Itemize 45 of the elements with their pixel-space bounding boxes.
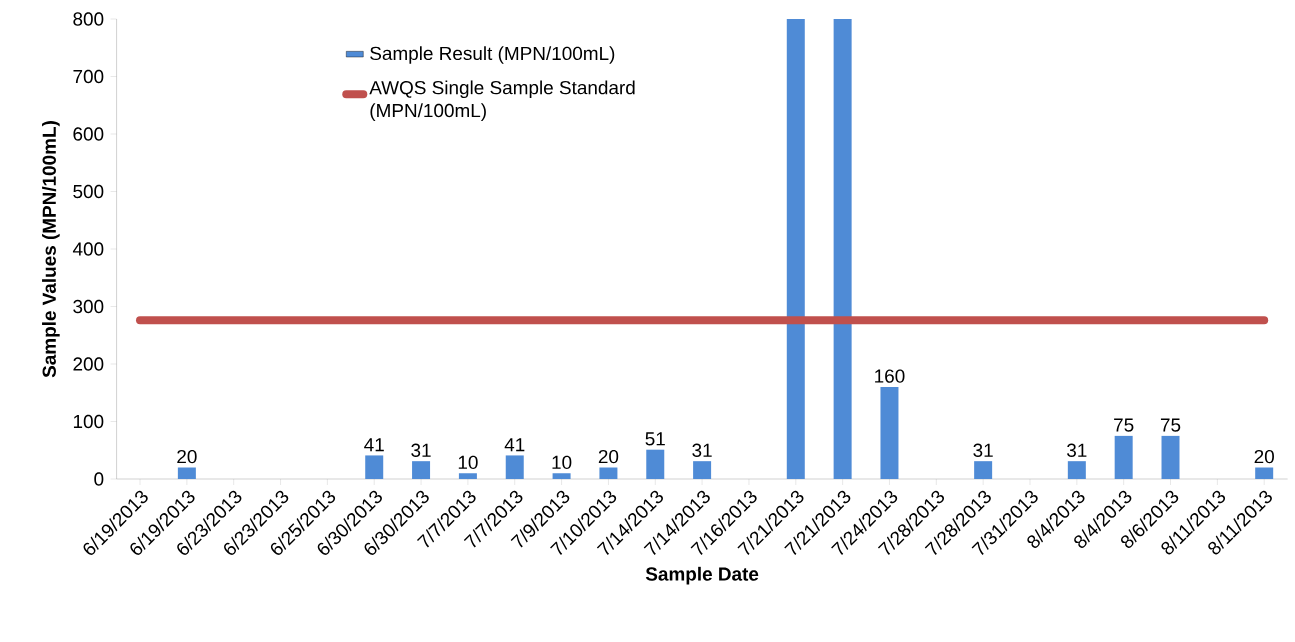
bar <box>1161 435 1180 479</box>
y-tick-label: 300 <box>73 299 104 314</box>
data-label: 10 <box>458 455 478 470</box>
data-label: 41 <box>504 438 525 452</box>
bar <box>646 449 665 479</box>
legend-label: Sample Result (MPN/100mL) <box>370 46 615 64</box>
bar <box>552 473 571 479</box>
bar <box>505 455 524 479</box>
data-label: 41 <box>364 438 384 452</box>
bar <box>1255 467 1274 479</box>
bar <box>365 455 384 479</box>
legend-label: AWQS Single Sample Standard (MPN/100mL) <box>369 80 635 121</box>
data-label: 75 <box>1114 418 1134 432</box>
data-label: 31 <box>973 443 993 457</box>
bar <box>693 461 712 479</box>
data-label: 20 <box>1254 449 1274 464</box>
data-label: 20 <box>598 449 619 464</box>
data-label: 31 <box>1067 443 1087 457</box>
y-tick-label: 200 <box>73 357 104 371</box>
bar <box>599 467 618 479</box>
data-label: 10 <box>552 455 572 470</box>
bar <box>1067 461 1086 479</box>
x-axis-title: Sample Date <box>645 566 759 585</box>
bar <box>974 461 993 479</box>
data-label: 31 <box>692 443 712 457</box>
bar <box>1114 435 1133 479</box>
y-tick-label: 800 <box>73 12 104 26</box>
bar <box>833 19 852 479</box>
bar <box>177 467 196 479</box>
data-label: 51 <box>645 432 665 446</box>
y-tick-label: 100 <box>73 414 104 429</box>
y-tick-label: 400 <box>72 242 104 256</box>
bar <box>412 461 431 479</box>
data-label: 160 <box>875 369 905 383</box>
data-label: 20 <box>177 449 197 464</box>
y-tick-label: 0 <box>94 472 104 486</box>
y-axis-title: Sample Values (MPN/100mL) <box>42 121 60 378</box>
y-tick-label: 500 <box>73 184 104 199</box>
data-label: 75 <box>1160 418 1181 432</box>
data-label: 31 <box>411 443 431 457</box>
bar <box>880 387 899 479</box>
y-tick-label: 600 <box>73 127 104 141</box>
bar <box>458 473 477 479</box>
bar <box>786 19 805 479</box>
y-tick-label: 700 <box>73 69 104 84</box>
